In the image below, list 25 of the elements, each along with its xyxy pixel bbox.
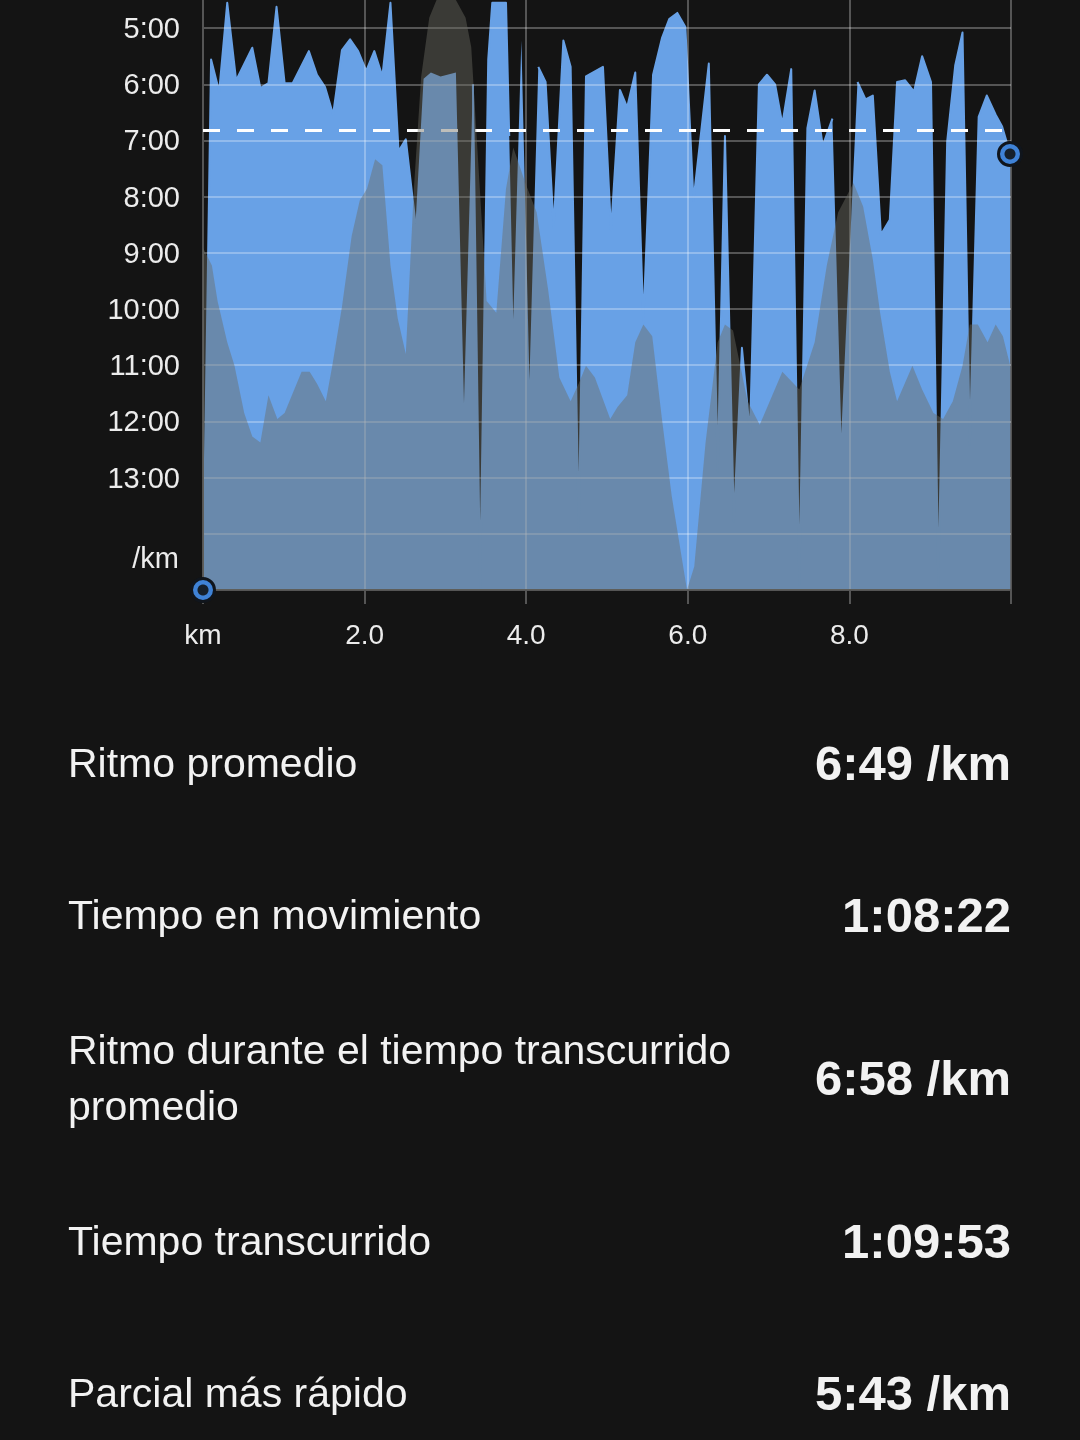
y-tick-label: 6:00	[123, 68, 180, 101]
x-tick-label: 4.0	[506, 618, 546, 650]
text: 6:58 /km	[814, 1050, 1011, 1106]
x-tick-label: 6.0	[668, 618, 708, 650]
y-tick-label: 8:00	[123, 180, 180, 213]
x-tick-label: 8.0	[829, 618, 869, 650]
y-tick-label: 7:00	[123, 124, 180, 157]
y-tick-label: 13:00	[107, 461, 180, 494]
text: 1:09:53	[842, 1213, 1011, 1269]
y-axis-title: /km	[132, 542, 179, 574]
y-tick-label: 12:00	[107, 405, 180, 438]
text: Tiempo en movimiento	[68, 891, 482, 940]
y-tick-label: 5:00	[123, 12, 180, 45]
text: Ritmo promedio	[68, 739, 358, 788]
text: 5:43 /km	[814, 1365, 1011, 1421]
text: Ritmo durante el tiempo transcurrido promedio	[68, 1026, 733, 1131]
y-tick-label: 9:00	[123, 236, 180, 269]
text: Tiempo transcurrido	[68, 1217, 432, 1266]
y-tick-label: 11:00	[109, 349, 180, 382]
x-tick-label: km	[184, 618, 222, 650]
y-tick-label: 10:00	[107, 293, 180, 326]
text: Parcial más rápido	[68, 1369, 408, 1418]
x-tick-label: 2.0	[345, 618, 385, 650]
text: 6:49 /km	[814, 735, 1011, 791]
text: 1:08:22	[842, 887, 1011, 943]
